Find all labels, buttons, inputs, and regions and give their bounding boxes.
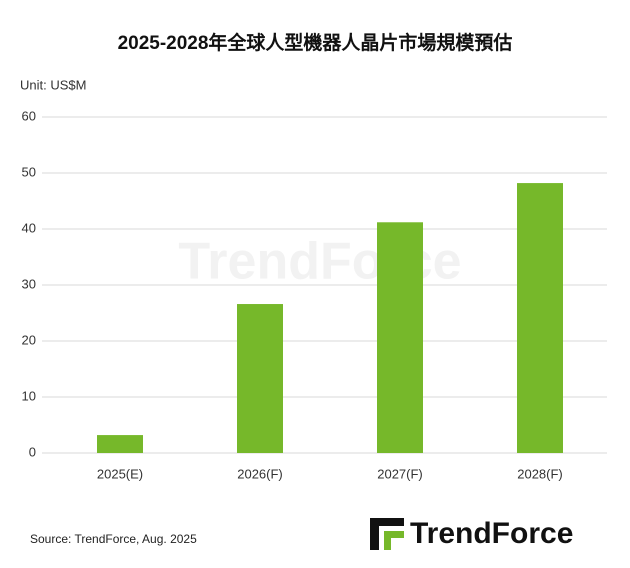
y-tick-label: 20 — [22, 332, 36, 347]
unit-label: Unit: US$M — [20, 77, 86, 92]
x-tick-label: 2028(F) — [517, 466, 563, 481]
logo-icon — [370, 518, 404, 550]
bar — [237, 304, 283, 453]
y-tick-label: 60 — [22, 108, 36, 123]
y-tick-label: 0 — [29, 444, 36, 459]
y-tick-label: 10 — [22, 388, 36, 403]
bar — [377, 222, 423, 453]
x-tick-label: 2026(F) — [237, 466, 283, 481]
source: Source: TrendForce, Aug. 2025 — [30, 532, 197, 546]
y-tick-label: 50 — [22, 164, 36, 179]
bar — [97, 435, 143, 453]
logo-text: TrendForce — [410, 517, 573, 550]
x-tick-label: 2025(E) — [97, 466, 143, 481]
y-tick-label: 30 — [22, 276, 36, 291]
chart-title: 2025-2028年全球人型機器人晶片市場規模預估 — [118, 31, 513, 54]
x-tick-label: 2027(F) — [377, 466, 423, 481]
bar — [517, 183, 563, 453]
y-tick-label: 40 — [22, 220, 36, 235]
